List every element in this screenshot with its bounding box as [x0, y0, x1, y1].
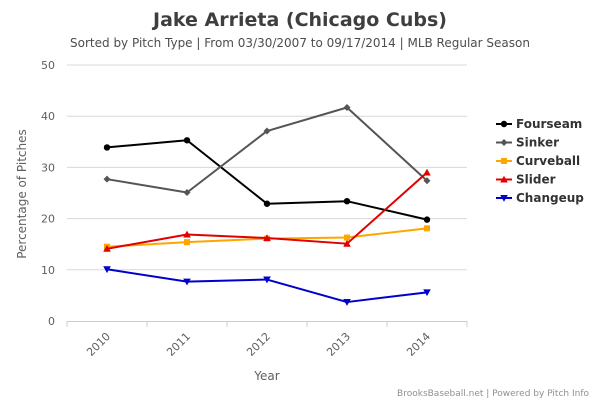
gridlines	[67, 64, 467, 271]
chart-title: Jake Arrieta (Chicago Cubs)	[151, 9, 447, 31]
legend-item-sinker[interactable]: Sinker	[496, 136, 559, 150]
axes: 0 10 20 30 40 50 2010 2011 2012 2013 2014	[41, 59, 468, 359]
legend-label: Fourseam	[516, 117, 582, 131]
data-point[interactable]	[263, 234, 271, 242]
y-tick-label: 10	[41, 264, 55, 277]
legend-label: Curveball	[516, 154, 580, 168]
data-point[interactable]	[263, 200, 271, 207]
data-point[interactable]	[183, 278, 191, 286]
data-point[interactable]	[183, 137, 191, 144]
data-point[interactable]	[103, 266, 111, 274]
legend[interactable]: Fourseam Sinker Curveball Slider Changeup	[496, 117, 584, 205]
data-point[interactable]	[183, 188, 191, 196]
legend-item-changeup[interactable]: Changeup	[496, 191, 584, 205]
legend-marker[interactable]	[500, 139, 508, 146]
series-sinker[interactable]	[103, 103, 431, 196]
credits-text[interactable]: BrooksBaseball.net | Powered by Pitch In…	[397, 389, 589, 399]
data-point[interactable]	[184, 239, 190, 246]
data-point[interactable]	[103, 144, 111, 151]
legend-label: Sinker	[516, 136, 559, 150]
data-point[interactable]	[263, 276, 271, 284]
x-axis-title: Year	[253, 369, 279, 383]
legend-marker[interactable]	[501, 158, 507, 164]
data-point[interactable]	[343, 239, 351, 247]
x-tick-label: 2010	[84, 330, 113, 359]
legend-marker[interactable]	[500, 120, 508, 128]
legend-label: Changeup	[516, 191, 584, 205]
data-point[interactable]	[423, 289, 431, 297]
series-changeup[interactable]	[103, 266, 431, 306]
y-tick-label: 20	[41, 213, 55, 226]
legend-marker[interactable]	[500, 175, 508, 183]
legend-item-curveball[interactable]: Curveball	[496, 154, 580, 168]
data-point[interactable]	[343, 299, 351, 306]
series-lines	[103, 103, 431, 306]
series-slider[interactable]	[103, 168, 431, 252]
data-point[interactable]	[423, 177, 431, 185]
y-tick-label: 0	[48, 315, 55, 328]
data-point[interactable]	[423, 168, 431, 176]
x-tick-label: 2012	[244, 330, 273, 359]
legend-item-slider[interactable]: Slider	[496, 173, 556, 187]
series-line[interactable]	[106, 139, 428, 221]
x-tick-label: 2013	[324, 330, 353, 359]
legend-label: Slider	[516, 173, 556, 187]
data-point[interactable]	[263, 127, 271, 135]
y-axis-title: Percentage of Pitches	[15, 129, 29, 259]
x-tick-label: 2014	[404, 330, 433, 359]
data-point[interactable]	[343, 103, 351, 111]
data-point[interactable]	[343, 197, 351, 205]
data-point[interactable]	[423, 216, 431, 223]
legend-item-fourseam[interactable]: Fourseam	[496, 117, 582, 131]
chart-subtitle: Sorted by Pitch Type | From 03/30/2007 t…	[70, 36, 530, 50]
y-tick-label: 40	[41, 110, 55, 123]
x-tick-label: 2011	[164, 330, 193, 359]
data-point[interactable]	[424, 225, 430, 232]
data-point[interactable]	[183, 230, 191, 238]
y-tick-label: 50	[41, 59, 55, 72]
data-point[interactable]	[344, 234, 350, 241]
y-tick-label: 30	[41, 161, 55, 174]
series-line[interactable]	[106, 268, 428, 304]
legend-marker[interactable]	[500, 195, 508, 202]
data-point[interactable]	[103, 175, 111, 183]
series-line[interactable]	[106, 106, 428, 194]
series-fourseam[interactable]	[103, 137, 431, 223]
data-point[interactable]	[103, 245, 111, 252]
